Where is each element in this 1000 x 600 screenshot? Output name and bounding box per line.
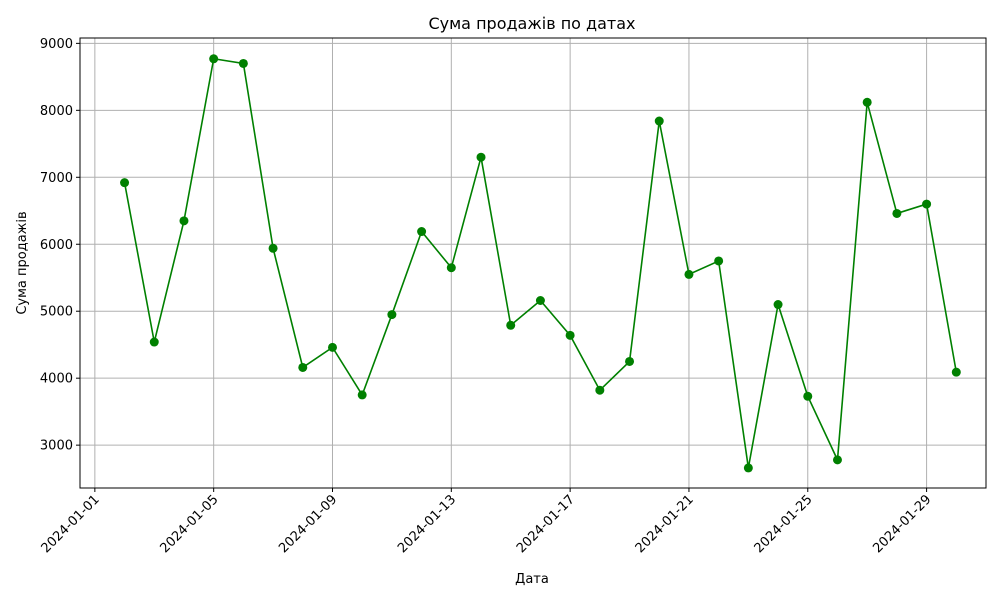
x-tick-label: 2024-01-21	[633, 492, 697, 556]
x-tick-label: 2024-01-17	[514, 492, 578, 556]
data-point	[535, 296, 545, 305]
series-line	[123, 57, 958, 469]
data-point	[951, 367, 961, 377]
x-axis: 2024-01-01 2024-01-05 2024-01-09 2024-01-13…	[39, 488, 934, 556]
x-tick-label: 2024-01-01	[39, 492, 103, 556]
chart-title: Сума продажів по датах	[428, 14, 635, 33]
data-point	[387, 310, 397, 320]
data-point	[714, 256, 724, 266]
data-point	[298, 362, 308, 372]
series-group	[120, 54, 961, 473]
data-point	[595, 385, 605, 395]
y-tick-label: 7000	[40, 171, 73, 186]
y-tick-label: 3000	[40, 439, 73, 454]
data-point	[832, 455, 842, 465]
x-tick-label: 2024-01-09	[276, 492, 340, 556]
data-point	[120, 178, 130, 188]
data-point	[357, 390, 367, 400]
y-tick-label: 9000	[40, 37, 73, 52]
y-axis: 3000 4000 5000 6000 7000 8000 9000	[40, 37, 80, 454]
data-point	[684, 269, 694, 279]
y-axis-label: Сума продажів	[15, 211, 30, 314]
data-point	[654, 116, 664, 126]
plot-frame	[79, 37, 987, 489]
x-tick-label: 2024-01-13	[395, 492, 459, 556]
y-tick-label: 6000	[40, 238, 73, 253]
x-tick-label: 2024-01-25	[752, 492, 816, 556]
data-point	[446, 263, 456, 273]
x-tick-label: 2024-01-29	[870, 492, 934, 556]
data-point	[565, 330, 575, 340]
y-tick-label: 4000	[40, 372, 73, 387]
data-point	[238, 58, 248, 68]
data-point	[743, 463, 753, 473]
data-point	[417, 227, 427, 237]
data-point	[506, 320, 516, 330]
grid	[80, 38, 986, 488]
data-point	[773, 300, 783, 310]
x-tick-label: 2024-01-05	[157, 492, 221, 556]
data-point	[862, 97, 872, 107]
data-point	[327, 342, 337, 352]
data-point	[179, 216, 189, 226]
y-tick-label: 5000	[40, 305, 73, 320]
data-point	[922, 199, 932, 209]
data-point	[476, 152, 486, 162]
data-point	[149, 337, 159, 347]
data-point	[209, 54, 219, 64]
data-point	[625, 356, 635, 366]
data-point	[803, 391, 813, 401]
data-point	[268, 243, 278, 253]
y-tick-label: 8000	[40, 104, 73, 119]
x-axis-label: Дата	[515, 572, 549, 587]
data-point	[892, 208, 902, 218]
